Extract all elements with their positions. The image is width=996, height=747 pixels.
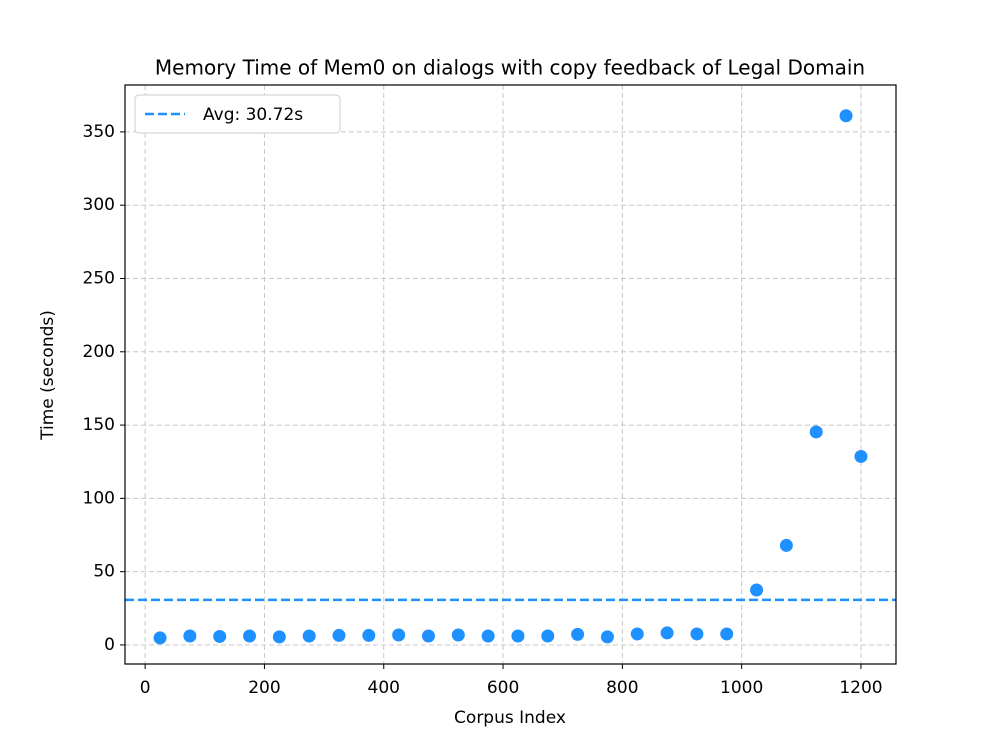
data-point: [451, 628, 465, 642]
data-point: [362, 628, 376, 642]
data-point: [272, 630, 286, 644]
data-point: [183, 629, 197, 643]
data-point: [421, 629, 435, 643]
data-point: [630, 627, 644, 641]
data-point: [302, 629, 316, 643]
y-axis-label: Time (seconds): [38, 310, 58, 441]
x-tick-label: 200: [248, 678, 280, 698]
data-point: [511, 629, 525, 643]
x-tick-label: 0: [140, 678, 151, 698]
y-tick-label: 250: [83, 268, 115, 288]
data-point: [332, 628, 346, 642]
data-point: [243, 629, 257, 643]
data-point: [750, 583, 764, 597]
data-point: [571, 627, 585, 641]
legend-label: Avg: 30.72s: [203, 105, 303, 125]
y-tick-label: 100: [83, 488, 115, 508]
data-point: [481, 629, 495, 643]
data-point: [779, 538, 793, 552]
x-tick-label: 1200: [839, 678, 882, 698]
y-tick-label: 300: [83, 195, 115, 215]
legend-box: [134, 94, 341, 134]
x-tick-label: 400: [368, 678, 400, 698]
y-tick-label: 200: [83, 342, 115, 362]
y-tick-label: 50: [93, 562, 115, 582]
x-tick-label: 1000: [720, 678, 763, 698]
data-point: [720, 627, 734, 641]
y-tick-label: 350: [83, 122, 115, 142]
x-tick-label: 800: [606, 678, 638, 698]
data-point: [690, 627, 704, 641]
data-point: [660, 626, 674, 640]
data-point: [854, 449, 868, 463]
chart-title: Memory Time of Mem0 on dialogs with copy…: [155, 56, 865, 80]
data-point: [153, 631, 167, 645]
y-tick-label: 0: [104, 635, 115, 655]
data-point: [839, 109, 853, 123]
y-tick-label: 150: [83, 415, 115, 435]
plot-frame: [124, 84, 897, 665]
data-point: [541, 629, 555, 643]
x-tick-label: 600: [487, 678, 519, 698]
data-point: [213, 629, 227, 643]
x-axis-label: Corpus Index: [454, 708, 566, 728]
data-point: [600, 630, 614, 644]
data-point: [809, 425, 823, 439]
data-point: [392, 628, 406, 642]
